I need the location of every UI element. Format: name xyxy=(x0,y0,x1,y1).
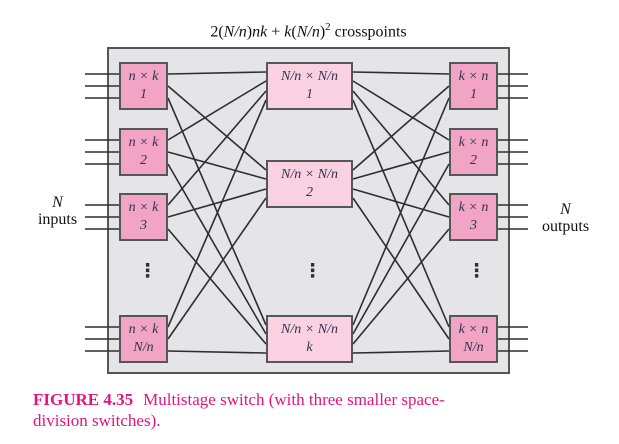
output-switch-3: k × n 3 xyxy=(449,193,498,241)
switch-size: N/n × N/n xyxy=(281,69,338,84)
input-switch-last: n × k N/n xyxy=(119,315,168,363)
n-outputs-variable: N xyxy=(560,201,571,218)
switch-size: n × k xyxy=(128,135,159,150)
input-switch-3: n × k 3 xyxy=(119,193,168,241)
vertical-ellipsis-output-stage: ⋮ xyxy=(467,260,486,282)
switch-index: 2 xyxy=(306,185,313,200)
switch-size: k × n xyxy=(458,135,489,150)
output-switch-last: k × n N/n xyxy=(449,315,498,363)
switch-size: k × n xyxy=(458,200,489,215)
switch-index: 2 xyxy=(140,153,147,168)
figure-caption-label: FIGURE 4.35 xyxy=(33,390,134,409)
figure-caption: FIGURE 4.35 Multistage switch (with three… xyxy=(33,390,461,431)
switch-size: n × k xyxy=(128,322,159,337)
middle-switch-1: N/n × N/n 1 xyxy=(266,62,353,110)
output-switch-1: k × n 1 xyxy=(449,62,498,110)
switch-size: k × n xyxy=(458,69,489,84)
stage2-to-stage3-lines xyxy=(352,71,450,354)
figure-caption-text: Multistage switch (with three smaller sp… xyxy=(33,390,445,430)
switch-index: 1 xyxy=(470,87,477,102)
crosspoints-formula: 2(N/n)nk + k(N/n)2 crosspoints xyxy=(210,21,407,41)
switch-size: N/n × N/n xyxy=(281,167,338,182)
vertical-ellipsis-middle-stage: ⋮ xyxy=(303,260,322,282)
switch-index: 3 xyxy=(470,218,477,233)
stage1-to-stage2-lines xyxy=(167,71,267,354)
n-outputs-word: outputs xyxy=(541,218,590,235)
switch-size: k × n xyxy=(458,322,489,337)
switch-size: n × k xyxy=(128,200,159,215)
switch-size: n × k xyxy=(128,69,159,84)
output-stub-lines xyxy=(497,73,528,352)
switch-index: N/n xyxy=(133,340,154,355)
n-inputs-variable: N xyxy=(52,194,63,211)
middle-switch-last: N/n × N/n k xyxy=(266,315,353,363)
input-switch-2: n × k 2 xyxy=(119,128,168,176)
output-switch-2: k × n 2 xyxy=(449,128,498,176)
switch-index: N/n xyxy=(463,340,484,355)
switch-index: 2 xyxy=(470,153,477,168)
switch-index: 3 xyxy=(140,218,147,233)
n-outputs-label: N outputs xyxy=(528,201,603,235)
switch-size: N/n × N/n xyxy=(281,322,338,337)
vertical-ellipsis-input-stage: ⋮ xyxy=(138,260,157,282)
n-inputs-word: inputs xyxy=(37,211,78,228)
input-switch-1: n × k 1 xyxy=(119,62,168,110)
n-inputs-label: N inputs xyxy=(20,194,95,228)
input-stub-lines xyxy=(85,73,120,352)
switch-index: 1 xyxy=(306,87,313,102)
switch-index: k xyxy=(306,340,313,355)
switch-index: 1 xyxy=(140,87,147,102)
middle-switch-2: N/n × N/n 2 xyxy=(266,160,353,208)
